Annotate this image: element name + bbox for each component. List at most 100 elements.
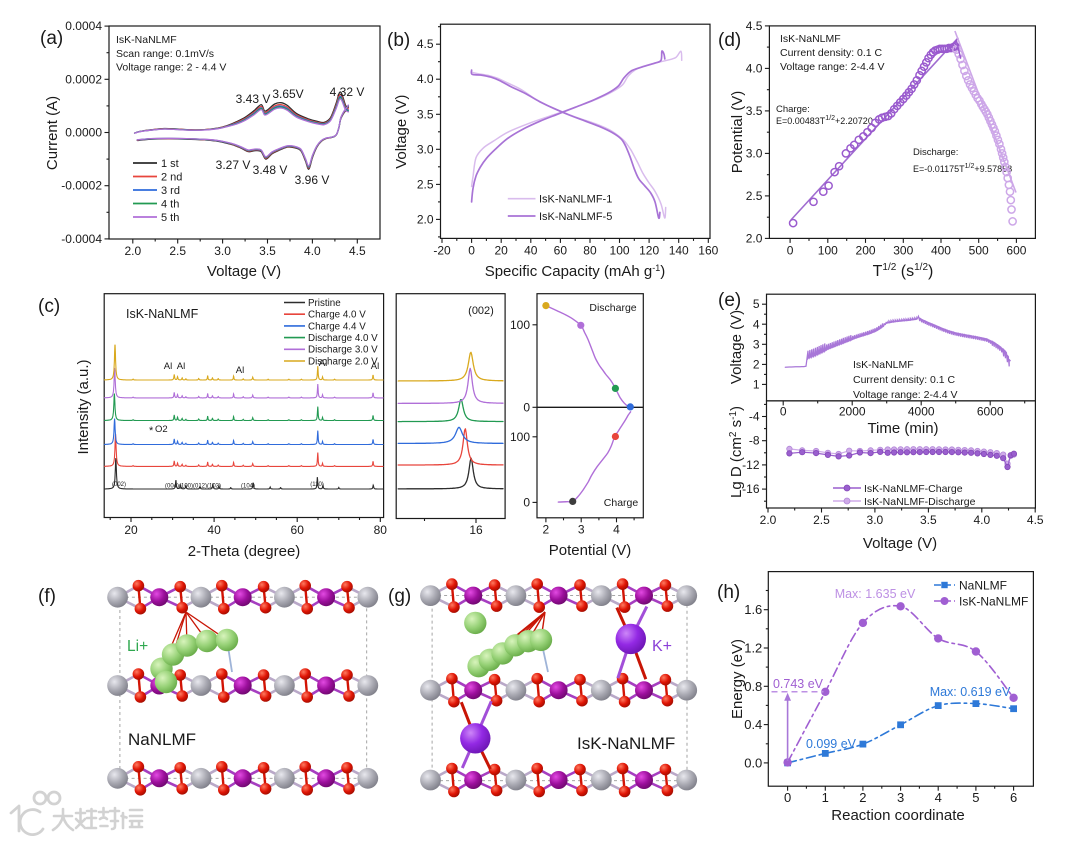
svg-text:Current density: 0.1 C: Current density: 0.1 C (780, 47, 883, 59)
svg-text:3.0: 3.0 (214, 244, 231, 258)
svg-text:Specific Capacity (mAh g-1): Specific Capacity (mAh g-1) (485, 263, 666, 280)
svg-text:3 rd: 3 rd (161, 185, 180, 197)
svg-text:2.5: 2.5 (417, 177, 434, 191)
svg-text:3.48 V: 3.48 V (253, 163, 288, 177)
svg-text:16: 16 (469, 523, 483, 537)
svg-text:0.0: 0.0 (744, 755, 762, 770)
svg-text:0.8: 0.8 (744, 679, 762, 694)
svg-text:Voltage range: 2-4.4 V: Voltage range: 2-4.4 V (780, 61, 885, 73)
svg-text:4.5: 4.5 (1027, 513, 1044, 527)
svg-text:0: 0 (787, 243, 794, 257)
svg-text:1 st: 1 st (161, 158, 179, 170)
svg-text:Al: Al (164, 361, 172, 372)
svg-text:3.0: 3.0 (746, 146, 763, 160)
svg-text:2-Theta (degree): 2-Theta (degree) (188, 543, 301, 560)
svg-text:3.5: 3.5 (259, 244, 276, 258)
svg-text:3.0: 3.0 (867, 513, 884, 527)
svg-text:IsK-NaNLMF-Discharge: IsK-NaNLMF-Discharge (864, 496, 976, 508)
svg-text:O2: O2 (155, 424, 168, 435)
svg-text:K+: K+ (652, 638, 672, 655)
svg-text:3: 3 (897, 790, 904, 805)
svg-text:IsK-NaNLMF: IsK-NaNLMF (126, 307, 199, 321)
svg-text:-16: -16 (742, 482, 760, 496)
svg-text:Al: Al (177, 361, 185, 372)
svg-text:-12: -12 (742, 458, 760, 472)
svg-text:4.0: 4.0 (417, 72, 434, 86)
svg-text:4.0: 4.0 (746, 61, 763, 75)
svg-text:5: 5 (753, 297, 760, 311)
svg-text:Energy (eV): Energy (eV) (729, 639, 746, 719)
svg-text:Voltage (V): Voltage (V) (863, 535, 937, 552)
svg-text:(002): (002) (112, 482, 126, 488)
svg-text:E=-0.01175T1/2+9.57858: E=-0.01175T1/2+9.57858 (913, 163, 1012, 174)
svg-text:4.32 V: 4.32 V (330, 85, 365, 99)
svg-text:0.743 eV: 0.743 eV (773, 677, 824, 691)
svg-text:IsK-NaNLMF: IsK-NaNLMF (853, 359, 914, 371)
svg-text:Charge 4.4 V: Charge 4.4 V (308, 321, 366, 332)
svg-text:3.65V: 3.65V (272, 87, 303, 101)
svg-text:IsK-NaNLMF-5: IsK-NaNLMF-5 (539, 211, 612, 223)
svg-text:(e): (e) (718, 290, 741, 311)
svg-text:5 th: 5 th (161, 212, 179, 224)
svg-text:0.0000: 0.0000 (65, 126, 102, 140)
svg-text:-8: -8 (749, 434, 760, 448)
svg-text:0.4: 0.4 (744, 717, 762, 732)
svg-text:100: 100 (510, 318, 530, 332)
svg-text:Discharge 4.0 V: Discharge 4.0 V (308, 333, 378, 344)
svg-text:4.5: 4.5 (349, 244, 366, 258)
svg-text:4: 4 (613, 522, 620, 536)
svg-text:2.0: 2.0 (746, 231, 763, 245)
svg-text:4.5: 4.5 (417, 37, 434, 51)
svg-text:Discharge:: Discharge: (913, 147, 958, 158)
svg-text:0: 0 (523, 495, 530, 509)
svg-text:Discharge 2.0 V: Discharge 2.0 V (308, 356, 378, 367)
svg-text:3.96 V: 3.96 V (295, 173, 330, 187)
svg-text:-20: -20 (433, 243, 451, 257)
svg-text:120: 120 (639, 243, 659, 257)
svg-text:IsK-NaNLMF: IsK-NaNLMF (959, 595, 1028, 609)
svg-text:3.5: 3.5 (746, 104, 763, 118)
svg-text:100: 100 (510, 430, 530, 444)
svg-text:Voltage (V): Voltage (V) (393, 95, 410, 169)
svg-text:Discharge: Discharge (589, 302, 636, 314)
svg-text:2 nd: 2 nd (161, 172, 182, 184)
svg-text:(012): (012) (193, 484, 207, 490)
svg-text:4: 4 (753, 317, 760, 331)
svg-text:(a): (a) (40, 28, 63, 49)
svg-text:Voltage (V): Voltage (V) (728, 310, 745, 384)
svg-text:0.099 eV: 0.099 eV (806, 737, 857, 751)
svg-text:4.0: 4.0 (973, 513, 990, 527)
svg-text:3.0: 3.0 (417, 142, 434, 156)
svg-text:Li+: Li+ (127, 638, 148, 655)
svg-text:60: 60 (291, 523, 305, 537)
svg-text:20: 20 (495, 243, 509, 257)
svg-text:(100): (100) (179, 484, 193, 490)
svg-text:Al: Al (371, 361, 379, 372)
svg-text:4000: 4000 (908, 404, 935, 418)
svg-text:2.5: 2.5 (169, 244, 186, 258)
svg-text:2: 2 (753, 357, 760, 371)
svg-text:300: 300 (893, 243, 913, 257)
svg-text:2.5: 2.5 (746, 189, 763, 203)
svg-text:-0.0002: -0.0002 (61, 179, 102, 193)
svg-text:0: 0 (468, 243, 475, 257)
svg-text:60: 60 (554, 243, 568, 257)
svg-text:0.0002: 0.0002 (65, 72, 102, 86)
svg-text:(002): (002) (468, 305, 494, 317)
svg-text:3.27 V: 3.27 V (216, 158, 251, 172)
svg-text:(d): (d) (718, 30, 741, 51)
svg-text:200: 200 (856, 243, 876, 257)
svg-text:100: 100 (818, 243, 838, 257)
svg-text:2.0: 2.0 (760, 513, 777, 527)
svg-text:2.5: 2.5 (813, 513, 830, 527)
svg-text:(c): (c) (38, 296, 60, 317)
svg-text:Charge:: Charge: (776, 104, 810, 115)
svg-text:160: 160 (698, 243, 718, 257)
svg-text:IsK-NaNLMF: IsK-NaNLMF (780, 33, 841, 45)
svg-text:E=0.00483T1/2+2.20720: E=0.00483T1/2+2.20720 (776, 115, 873, 126)
svg-text:6: 6 (1010, 790, 1017, 805)
svg-text:40: 40 (524, 243, 538, 257)
svg-text:2.0: 2.0 (417, 212, 434, 226)
svg-text:NaNLMF: NaNLMF (128, 730, 196, 749)
svg-text:80: 80 (583, 243, 597, 257)
